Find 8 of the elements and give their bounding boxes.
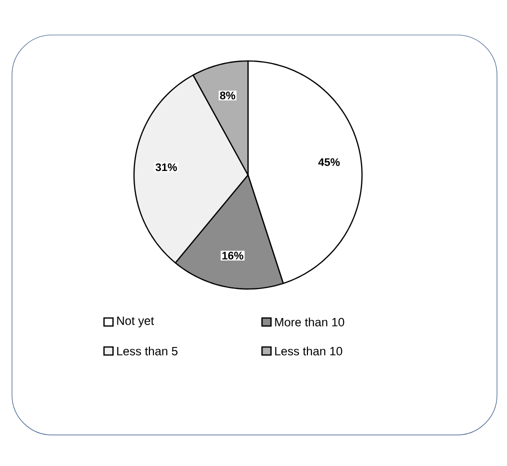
data-label: 45% xyxy=(318,158,340,166)
legend-label: Less than 10 xyxy=(275,346,342,356)
legend-label: Less than 5 xyxy=(117,346,178,356)
legend-label: Not yet xyxy=(117,316,154,328)
data-label: 31% xyxy=(156,163,177,172)
data-label: 16% xyxy=(222,252,244,260)
legend-label: More than 10 xyxy=(275,318,344,326)
data-label: 8% xyxy=(220,92,236,100)
